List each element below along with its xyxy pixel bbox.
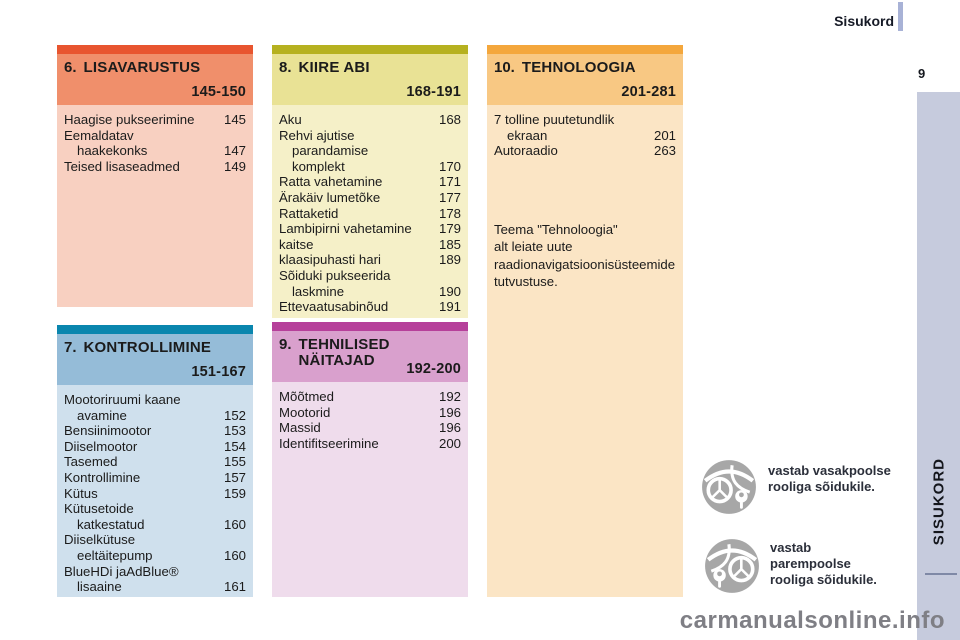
section-page-range: 151-167	[191, 364, 246, 380]
toc-entry: ekraan 201	[507, 127, 676, 143]
section-number: 8.	[279, 59, 292, 76]
section-number: 9.	[279, 336, 292, 353]
toc-section-tehnoloogia: 10. TEHNOLOOGIA 201-281 7 tolline puutet…	[487, 45, 683, 597]
section-title: TEHNILISED NÄITAJAD	[298, 336, 390, 369]
toc-entry: katkestatud 160	[77, 516, 246, 532]
sidebar-underline	[925, 573, 957, 575]
section-entries: Haagise pukseerimine 145 Eemaldatav haakeko…	[57, 105, 253, 174]
toc-entry: Kontrollimine 157	[64, 469, 246, 485]
page-number: 9	[918, 66, 926, 81]
section-page-range: 168-191	[406, 84, 461, 100]
watermark-text: carmanualsonline.info	[679, 607, 945, 634]
toc-entry: Aku 168	[279, 112, 461, 127]
section-color-strip	[272, 322, 468, 331]
section-entries: Mootoriruumi kaane avamine 152 Bensiinimoot…	[57, 385, 253, 595]
toc-entry: Bensiinimootor 153	[64, 423, 246, 439]
section-number: 7.	[64, 339, 77, 356]
toc-entry: Rattaketid 178	[279, 205, 461, 221]
toc-entry: parandamise	[292, 143, 369, 159]
right-hand-drive-icon	[703, 537, 761, 595]
toc-entry: Diiselmootor 154	[64, 438, 246, 454]
section-color-strip	[57, 325, 253, 334]
section-page-range: 145-150	[191, 84, 246, 100]
legend-rhd-text: vastab parempoolse rooliga sõidukile.	[770, 540, 877, 587]
toc-entry: Mootoriruumi kaane	[64, 392, 181, 407]
toc-entry: Ettevaatusabinõud 191	[279, 299, 461, 315]
toc-entry: Ratta vahetamine 171	[279, 174, 461, 190]
legend-lhd-text: vastab vasakpoolse rooliga sõidukile.	[768, 463, 891, 494]
section-entries: Aku 168 Rehvi ajutise parandamise komplekt 17…	[272, 105, 468, 315]
toc-entry: Mootorid 196	[279, 404, 461, 420]
toc-entry: Haagise pukseerimine 145	[64, 112, 246, 127]
toc-entry: Lambipirni vahetamine 179	[279, 221, 461, 237]
section-page-range: 201-281	[621, 84, 676, 100]
toc-entry: Tasemed 155	[64, 454, 246, 470]
section-entries: 7 tolline puutetundlik ekraan 201 Autoraadi…	[487, 105, 683, 159]
toc-entry: laskmine 190	[292, 283, 461, 299]
section-entries: Mõõtmed 192 Mootorid 196 Massid 196 Identifits…	[272, 382, 468, 451]
section-title: KONTROLLIMINE	[83, 339, 212, 356]
section-color-strip	[272, 45, 468, 54]
bookmark-ribbon-icon	[898, 2, 903, 31]
toc-entry: Kütusetoide	[64, 501, 134, 517]
toc-section-kiire-abi: 8. KIIRE ABI 168-191 Aku 168 Rehvi ajutise…	[272, 45, 468, 318]
toc-entry: Identifitseerimine 200	[279, 435, 461, 451]
section-color-strip	[487, 45, 683, 54]
toc-entry: Mõõtmed 192	[279, 389, 461, 404]
toc-section-lisavarustus: 6. LISAVARUSTUS 145-150 Haagise pukseeri…	[57, 45, 253, 307]
toc-entry: lisaaine 161	[77, 579, 246, 595]
section-header: 9. TEHNILISED NÄITAJAD 192-200	[272, 331, 468, 382]
section-title: LISAVARUSTUS	[83, 59, 201, 76]
toc-entry: Sõiduki pukseerida	[279, 267, 391, 283]
section-number: 10.	[494, 59, 515, 76]
toc-entry: Diiselkütuse	[64, 532, 136, 548]
section-header: 7. KONTROLLIMINE 151-167	[57, 334, 253, 385]
toc-entry: Massid 196	[279, 420, 461, 436]
toc-entry: eeltäitepump 160	[77, 547, 246, 563]
toc-entry: Rehvi ajutise	[279, 127, 355, 143]
section-number: 6.	[64, 59, 77, 76]
section-header: 10. TEHNOLOOGIA 201-281	[487, 54, 683, 105]
section-title: TEHNOLOOGIA	[521, 59, 636, 76]
left-hand-drive-icon	[700, 458, 758, 516]
section-header: 6. LISAVARUSTUS 145-150	[57, 54, 253, 105]
toc-entry: Eemaldatav	[64, 127, 134, 143]
toc-entry: kaitse 185	[279, 236, 461, 252]
toc-entry: Autoraadio 263	[494, 143, 676, 159]
toc-section-kontrollimine: 7. KONTROLLIMINE 151-167 Mootoriruumi ka…	[57, 325, 253, 597]
toc-entry: haakekonks 147	[77, 143, 246, 159]
toc-entry: komplekt 170	[292, 158, 461, 174]
page-header-label: Sisukord	[834, 13, 894, 29]
toc-entry: Ärakäiv lumetõke 177	[279, 189, 461, 205]
toc-entry: BlueHDi jaAdBlue®	[64, 563, 179, 579]
sidebar-label: SISUKORD	[930, 457, 947, 545]
toc-entry: Kütus 159	[64, 485, 246, 501]
toc-entry: klaasipuhasti hari 189	[279, 252, 461, 268]
toc-entry: Teised lisaseadmed 149	[64, 158, 246, 174]
toc-entry: 7 tolline puutetundlik	[494, 112, 615, 127]
toc-entry: avamine 152	[77, 407, 246, 423]
toc-section-tehnilised-naitajad: 9. TEHNILISED NÄITAJAD 192-200 Mõõtmed 19…	[272, 322, 468, 597]
sidebar-tab-sisukord: SISUKORD	[917, 92, 960, 640]
section-color-strip	[57, 45, 253, 54]
section-title: KIIRE ABI	[298, 59, 370, 76]
section-header: 8. KIIRE ABI 168-191	[272, 54, 468, 105]
section-page-range: 192-200	[406, 361, 461, 377]
section-note: Teema "Tehnoloogia" alt leiate uute raad…	[494, 221, 676, 290]
